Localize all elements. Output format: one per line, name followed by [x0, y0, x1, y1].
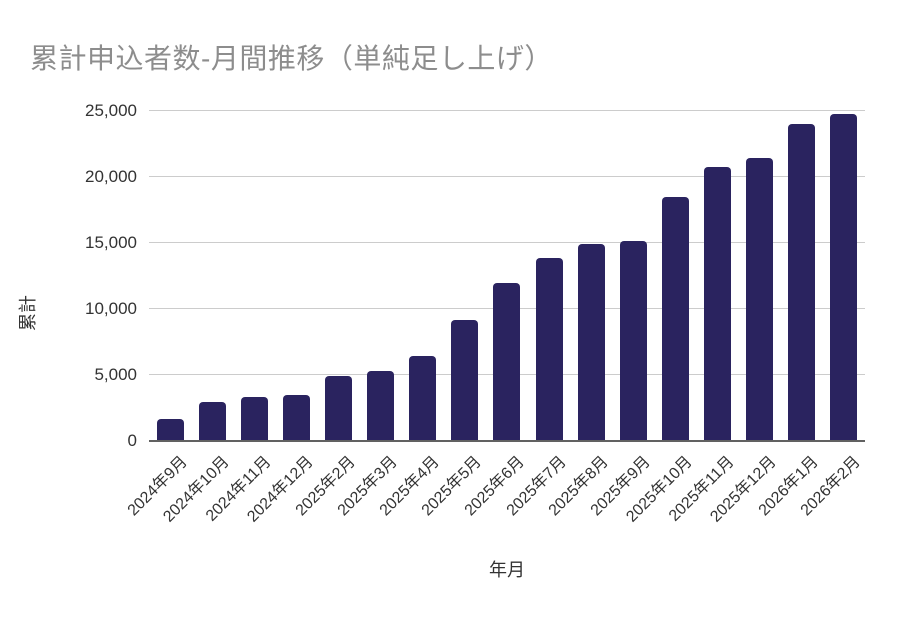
chart-bar: [577, 244, 605, 441]
chart-bar: [788, 123, 816, 441]
chart-bar: [324, 375, 352, 441]
chart-bar: [156, 418, 184, 441]
x-axis-labels: 2024年9月 2024年10月 2024年11月 2024年12月 2025年2月 20…: [124, 449, 865, 559]
chart-bar: [535, 257, 563, 441]
y-tick-label: 20,000: [85, 167, 137, 186]
chart-bar: [198, 402, 226, 441]
y-axis-title: 累計: [18, 295, 38, 331]
gridline: [149, 110, 865, 111]
y-tick-label: 15,000: [85, 233, 137, 252]
y-tick-label: 0: [127, 431, 137, 450]
y-axis: 0 5,000 10,000 15,000 20,000 25,000: [0, 101, 137, 450]
y-tick-label: 5,000: [94, 365, 137, 384]
chart-bar: [240, 397, 268, 441]
chart-bar: [409, 355, 437, 441]
chart-bar: [746, 157, 774, 441]
y-tick-label: 25,000: [85, 101, 137, 120]
chart-bar: [367, 371, 395, 441]
chart-bar: [830, 113, 858, 441]
x-axis-line: [149, 440, 865, 442]
gridline: [149, 242, 865, 243]
bar-series: [149, 111, 865, 441]
chart-bar: [703, 167, 731, 441]
plot-area: [149, 110, 865, 442]
chart-bar: [661, 197, 689, 441]
chart-bar: [493, 282, 521, 441]
chart-title: 累計申込者数-月間推移（単純足し上げ）: [30, 43, 553, 74]
chart-bar: [619, 241, 647, 441]
x-axis-title: 年月: [489, 560, 525, 580]
gridline: [149, 176, 865, 177]
chart-bar: [282, 395, 310, 441]
chart-bar: [451, 320, 479, 441]
y-tick-label: 10,000: [85, 299, 137, 318]
